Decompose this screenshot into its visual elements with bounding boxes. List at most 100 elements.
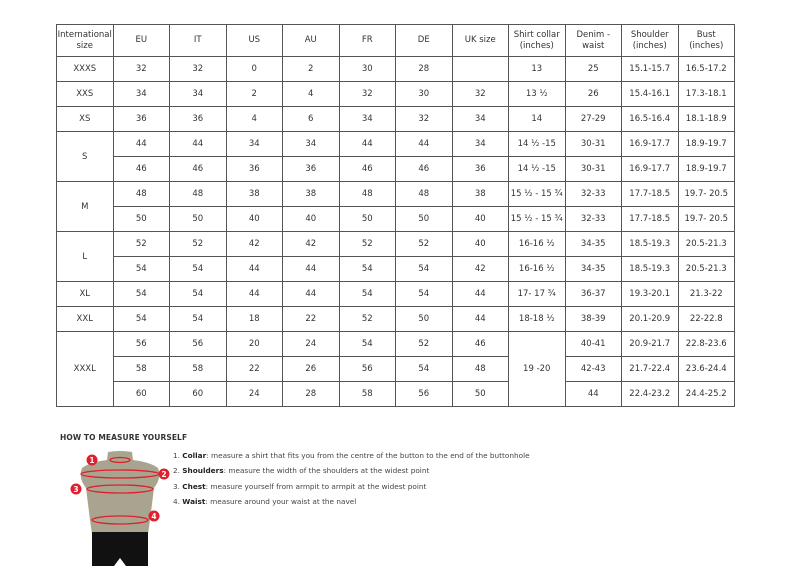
table-row: XXXL 56 56 20 24 54 52 46 19 -20 40-41 20.9-21.7 22… bbox=[56, 331, 735, 407]
table-cell: 0 bbox=[225, 56, 283, 82]
table-cell: 54 bbox=[112, 306, 170, 332]
table-cell: 50 bbox=[169, 206, 227, 232]
column-header: IT bbox=[169, 24, 227, 57]
table-cell: 54 bbox=[169, 306, 227, 332]
table-cell: 54 bbox=[395, 281, 453, 307]
table-cell: 54 bbox=[112, 281, 170, 307]
svg-text:1: 1 bbox=[89, 456, 94, 465]
column-header: FR bbox=[338, 24, 396, 57]
table-cell: 56 bbox=[112, 331, 170, 357]
table-cell: 60 bbox=[112, 381, 170, 407]
table-cell: 46 bbox=[338, 156, 396, 182]
table-cell: 34-35 bbox=[564, 256, 622, 282]
table-row: 60 60 24 28 58 56 50 44 22.4-23.2 24.4-25.2 bbox=[57, 381, 735, 407]
table-cell: 54 bbox=[338, 281, 396, 307]
table-cell: 58 bbox=[169, 356, 227, 382]
measure-step: 3. Chest: measure yourself from armpit t… bbox=[173, 482, 530, 497]
table-cell: 18.5-19.3 bbox=[621, 231, 679, 257]
table-cell: 32 bbox=[395, 106, 453, 132]
table-cell: 52 bbox=[169, 231, 227, 257]
table-cell: 22.4-23.2 bbox=[621, 381, 679, 407]
step-text: : measure a shirt that fits you from the… bbox=[206, 451, 530, 460]
table-cell: 40 bbox=[282, 206, 340, 232]
table-cell: 22.8-23.6 bbox=[677, 331, 735, 357]
table-cell: 54 bbox=[169, 256, 227, 282]
table-row: XXS 34 34 2 4 32 30 32 13 ½ 26 15.4-16.1 17.3-18.1 bbox=[56, 81, 735, 107]
size-chart-table: International size EU IT US AU FR DE UK size Shi… bbox=[56, 24, 735, 407]
table-cell: 40 bbox=[451, 231, 509, 257]
shirt-collar-cell: 19 -20 bbox=[508, 331, 566, 407]
svg-text:4: 4 bbox=[151, 512, 156, 521]
table-cell: 44 bbox=[169, 131, 227, 157]
table-cell: 18.9-19.7 bbox=[677, 156, 735, 182]
column-header: International size bbox=[56, 24, 114, 57]
table-cell: 52 bbox=[338, 231, 396, 257]
table-cell: 52 bbox=[395, 231, 453, 257]
table-cell: 38 bbox=[451, 181, 509, 207]
table-row: S 44 44 34 34 44 44 34 14 ½ -15 30-31 16.9-17.7 18.… bbox=[56, 131, 735, 182]
table-cell: 52 bbox=[395, 331, 453, 357]
table-cell: 19.3-20.1 bbox=[621, 281, 679, 307]
table-row: XL 54 54 44 44 54 54 44 17- 17 ¾ 36-37 19.3-20.1 21… bbox=[56, 281, 735, 307]
table-cell: 15.1-15.7 bbox=[621, 56, 679, 82]
table-cell: 34 bbox=[338, 106, 396, 132]
table-cell: 40 bbox=[451, 206, 509, 232]
table-cell: 44 bbox=[451, 281, 509, 307]
table-cell: 44 bbox=[282, 256, 340, 282]
table-cell: 48 bbox=[169, 181, 227, 207]
table-cell: 32 bbox=[112, 56, 170, 82]
table-cell: 48 bbox=[112, 181, 170, 207]
table-cell: 16.5-17.2 bbox=[677, 56, 735, 82]
table-cell: 24 bbox=[282, 331, 340, 357]
table-cell: 60 bbox=[169, 381, 227, 407]
table-cell: 17- 17 ¾ bbox=[508, 281, 566, 307]
table-cell: 36 bbox=[451, 156, 509, 182]
table-cell: 36 bbox=[112, 106, 170, 132]
table-cell: 20.9-21.7 bbox=[621, 331, 679, 357]
table-cell: 20.5-21.3 bbox=[677, 231, 735, 257]
table-cell: 38 bbox=[282, 181, 340, 207]
table-cell: 46 bbox=[169, 156, 227, 182]
table-cell: 34 bbox=[282, 131, 340, 157]
step-label: Collar bbox=[182, 451, 207, 460]
table-cell: 56 bbox=[338, 356, 396, 382]
table-cell: 44 bbox=[451, 306, 509, 332]
table-cell: 24 bbox=[225, 381, 283, 407]
table-cell: 32 bbox=[169, 56, 227, 82]
table-cell: 22 bbox=[225, 356, 283, 382]
table-row: 50 50 40 40 50 50 40 15 ½ - 15 ¾ 32-33 17.7-18.5 1… bbox=[57, 206, 735, 232]
table-cell: 15.4-16.1 bbox=[621, 81, 679, 107]
table-cell: 42 bbox=[225, 231, 283, 257]
marker-2-icon: 2 bbox=[158, 468, 170, 480]
table-cell: 44 bbox=[225, 256, 283, 282]
table-cell: 28 bbox=[282, 381, 340, 407]
column-header: Bust (inches) bbox=[677, 24, 735, 57]
table-cell: 24.4-25.2 bbox=[677, 381, 735, 407]
step-number: 2. bbox=[173, 466, 183, 476]
international-size-cell: XXS bbox=[56, 81, 114, 107]
column-header: DE bbox=[395, 24, 453, 57]
column-header: Denim - waist bbox=[564, 24, 622, 57]
table-cell: 18 bbox=[225, 306, 283, 332]
step-text: : measure yourself from armpit to armpit… bbox=[205, 481, 427, 491]
table-cell: 56 bbox=[395, 381, 453, 407]
marker-3-icon: 3 bbox=[70, 483, 82, 495]
table-cell: 52 bbox=[338, 306, 396, 332]
table-cell: 27-29 bbox=[564, 106, 622, 132]
table-cell: 17.3-18.1 bbox=[677, 81, 735, 107]
table-cell: 54 bbox=[338, 256, 396, 282]
table-cell: 42 bbox=[451, 256, 509, 282]
table-cell: 46 bbox=[112, 156, 170, 182]
table-cell: 14 bbox=[508, 106, 566, 132]
international-size-cell: XS bbox=[56, 106, 114, 132]
table-cell: 40 bbox=[225, 206, 283, 232]
table-cell: 26 bbox=[564, 81, 622, 107]
table-cell: 20.1-20.9 bbox=[621, 306, 679, 332]
table-row: XS 36 36 4 6 34 32 34 14 27-29 16.5-16.4 18.1-18.9 bbox=[56, 106, 735, 132]
shorts-shape bbox=[92, 532, 148, 566]
table-cell: 18.5-19.3 bbox=[621, 256, 679, 282]
table-cell: 30-31 bbox=[564, 131, 622, 157]
table-cell: 20.5-21.3 bbox=[677, 256, 735, 282]
table-cell: 48 bbox=[395, 181, 453, 207]
table-cell: 18.1-18.9 bbox=[677, 106, 735, 132]
